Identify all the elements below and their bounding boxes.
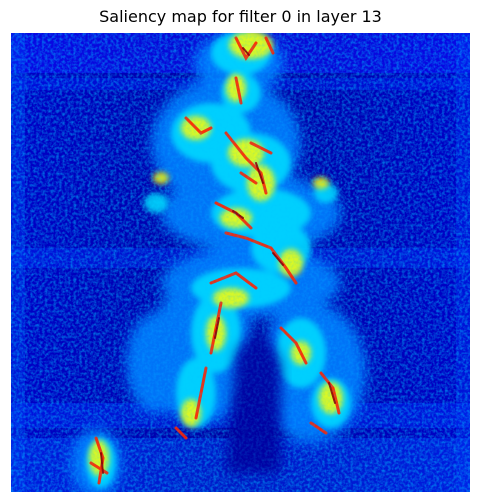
saliency-map-image bbox=[11, 33, 470, 492]
plot-title: Saliency map for filter 0 in layer 13 bbox=[99, 7, 382, 26]
saliency-heatmap-svg bbox=[11, 33, 470, 492]
